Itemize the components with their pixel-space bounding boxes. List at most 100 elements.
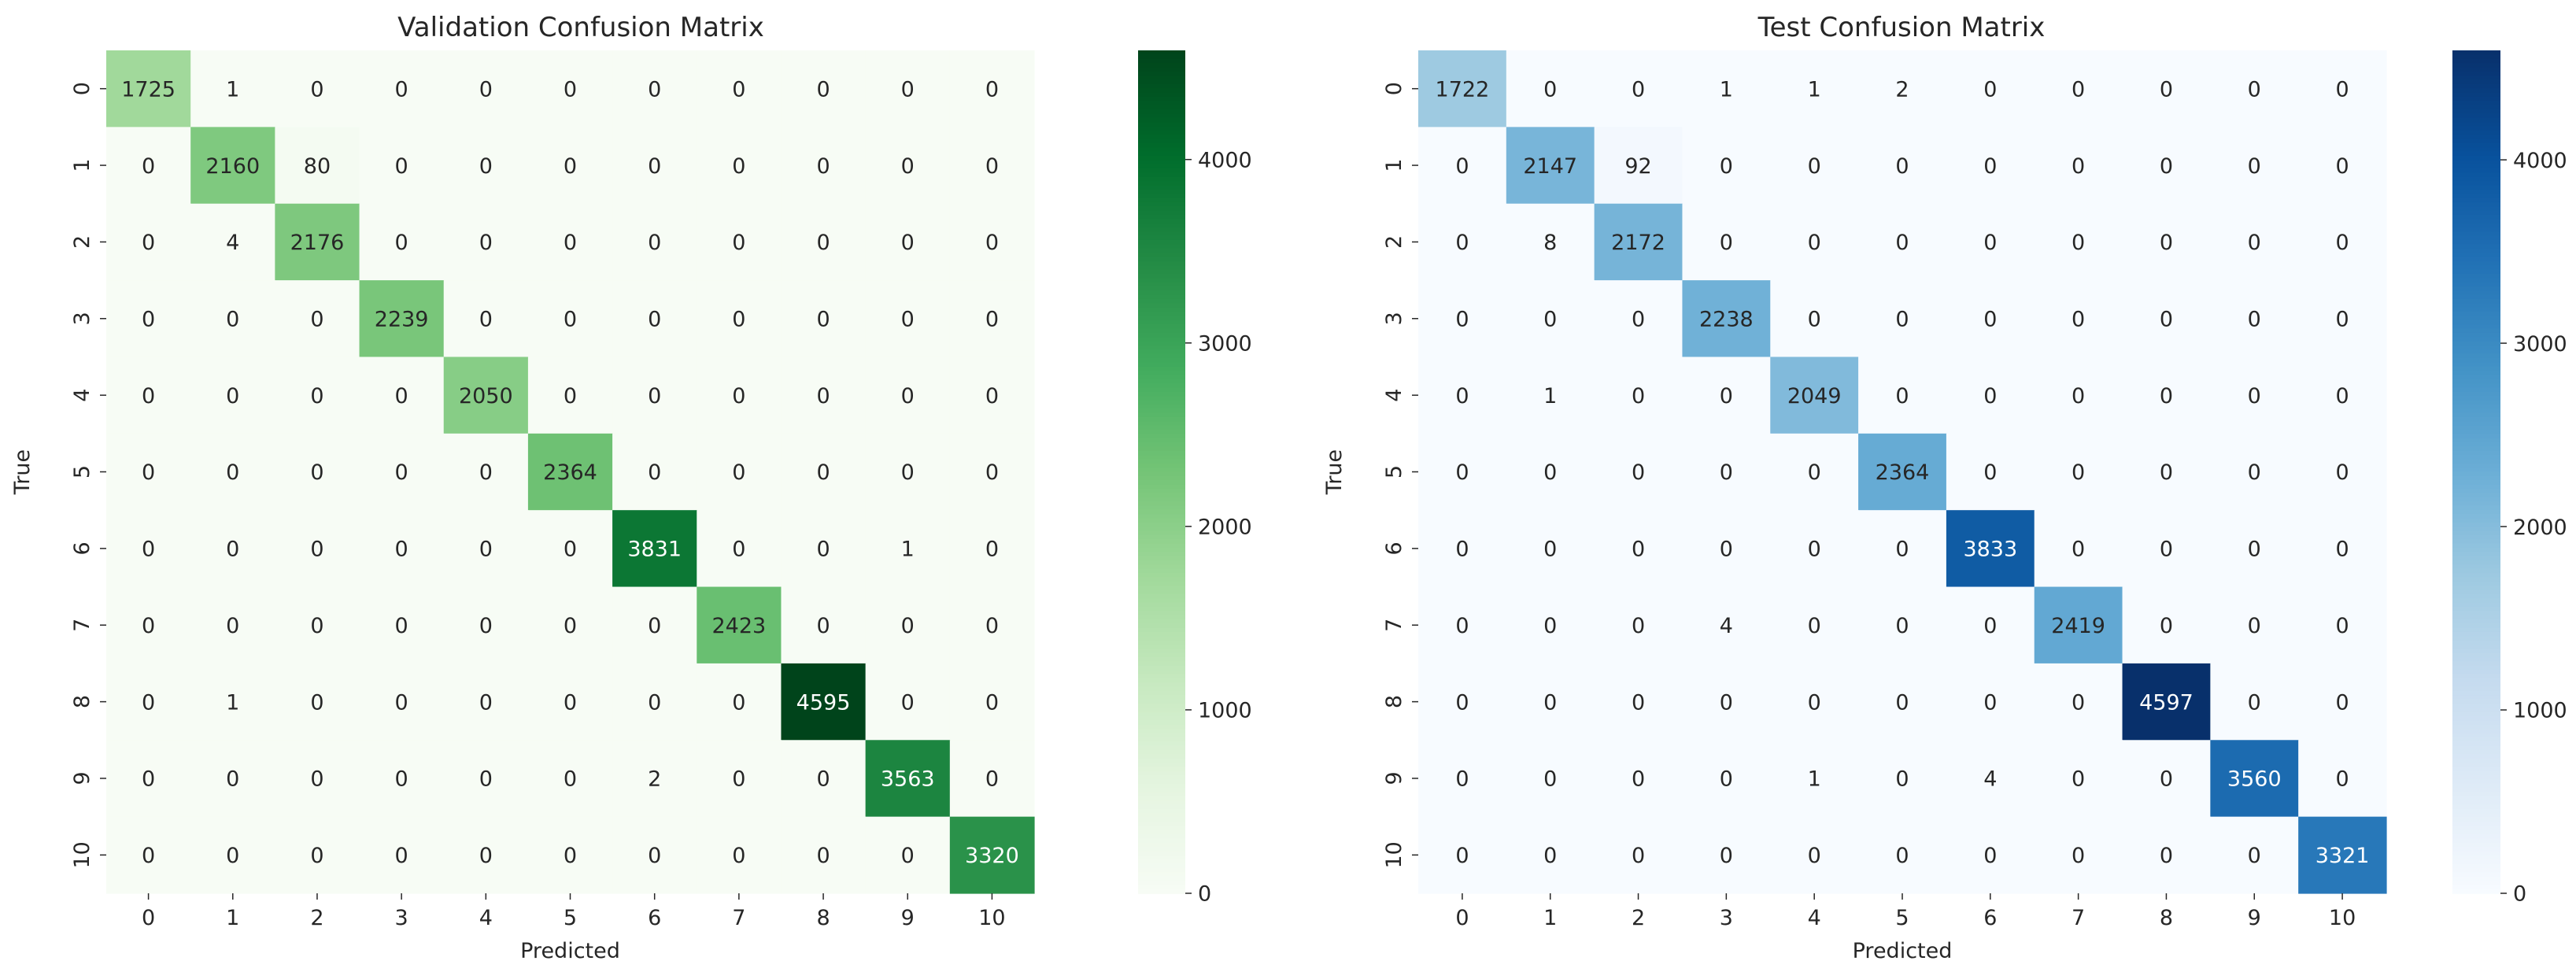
- cell-value-label: 0: [985, 307, 999, 331]
- cell-value-label: 1: [226, 77, 239, 102]
- cell-value-label: 0: [142, 767, 155, 792]
- colorbar-segment: [2452, 366, 2500, 371]
- heatmap-cell: [1858, 740, 1947, 818]
- colorbar-segment: [2452, 775, 2500, 781]
- colorbar-segment: [2452, 341, 2500, 346]
- heatmap-cell: [106, 50, 191, 128]
- cell-value-label: 0: [1543, 614, 1557, 638]
- cell-value-label: 0: [395, 384, 408, 408]
- colorbar-segment: [1138, 779, 1185, 785]
- colorbar-tick-label: 4000: [2513, 149, 2567, 173]
- cell-value-label: 0: [816, 767, 830, 792]
- heatmap-cell: [106, 663, 191, 741]
- cell-value-label: 0: [985, 614, 999, 638]
- cell-value-label: 0: [142, 690, 155, 715]
- cell-value-label: 0: [816, 307, 830, 331]
- heatmap-cell: [612, 663, 697, 741]
- heatmap-cell: [1770, 357, 1859, 434]
- colorbar-segment: [2452, 96, 2500, 102]
- x-tick-label: 6: [648, 906, 661, 930]
- colorbar-segment: [1138, 235, 1185, 241]
- colorbar-segment: [2452, 876, 2500, 881]
- heatmap-cell: [2298, 357, 2387, 434]
- heatmap-cell: [1506, 433, 1595, 511]
- heatmap-cell: [2034, 740, 2123, 818]
- heatmap-cell: [359, 127, 445, 205]
- heatmap-cell: [527, 816, 613, 894]
- cell-value-label: 0: [395, 538, 408, 562]
- heatmap-cell: [781, 586, 867, 664]
- colorbar-segment: [2452, 455, 2500, 460]
- heatmap-cell: [781, 127, 867, 205]
- cell-value-label: 0: [1983, 384, 1997, 408]
- colorbar-segment: [1138, 139, 1185, 144]
- colorbar-segment: [1138, 480, 1185, 486]
- colorbar-segment: [2452, 142, 2500, 148]
- heatmap-cell: [2034, 586, 2123, 664]
- colorbar-segment: [2452, 611, 2500, 616]
- heatmap-cell: [1506, 203, 1595, 281]
- colorbar-segment: [1138, 438, 1185, 443]
- cell-value-label: 1: [226, 690, 239, 715]
- colorbar-segment: [2452, 577, 2500, 582]
- colorbar-segment: [1138, 425, 1185, 431]
- colorbar-segment: [2452, 505, 2500, 511]
- cell-value-label: 0: [564, 231, 577, 255]
- colorbar-segment: [2452, 320, 2500, 325]
- colorbar-segment: [2452, 652, 2500, 658]
- cell-value-label: 0: [648, 844, 661, 868]
- colorbar-segment: [1138, 767, 1185, 772]
- heatmap-cell: [1770, 510, 1859, 588]
- cell-value-label: 2160: [205, 154, 260, 179]
- cell-value-label: 0: [142, 307, 155, 331]
- colorbar-segment: [2452, 543, 2500, 549]
- heatmap-cell: [1506, 357, 1595, 434]
- cell-value-label: 0: [1632, 538, 1645, 562]
- heatmap-cell: [1418, 586, 1507, 664]
- heatmap-cell: [1858, 510, 1947, 588]
- cell-value-label: 4: [226, 231, 239, 255]
- cell-value-label: 0: [648, 154, 661, 179]
- colorbar-segment: [2452, 253, 2500, 258]
- cell-value-label: 0: [648, 77, 661, 102]
- heatmap-cell: [527, 663, 613, 741]
- cell-value-label: 0: [310, 614, 323, 638]
- colorbar-segment: [1138, 210, 1185, 216]
- heatmap-cell: [1506, 740, 1595, 818]
- colorbar-segment: [2452, 711, 2500, 717]
- cell-value-label: 0: [1720, 767, 1733, 792]
- cell-value-label: 0: [142, 384, 155, 408]
- cell-value-label: 0: [732, 307, 745, 331]
- colorbar-segment: [1138, 867, 1185, 874]
- cell-value-label: 0: [1983, 307, 1997, 331]
- cell-value-label: 2364: [543, 460, 597, 485]
- heatmap-cell: [612, 280, 697, 358]
- colorbar-segment: [2452, 649, 2500, 654]
- colorbar-segment: [2452, 741, 2500, 747]
- heatmap-cell: [1946, 740, 2035, 818]
- cell-value-label: 1: [1543, 384, 1557, 408]
- y-tick-label: 0: [1382, 82, 1406, 95]
- colorbar-segment: [2452, 615, 2500, 620]
- colorbar-segment: [1138, 345, 1185, 351]
- x-tick-label: 9: [2248, 906, 2261, 930]
- heatmap-cell: [1594, 50, 1683, 128]
- cell-value-label: 0: [648, 690, 661, 715]
- heatmap-cell: [2122, 433, 2211, 511]
- heatmap-cell: [1682, 50, 1771, 128]
- colorbar-segment: [1138, 391, 1185, 397]
- colorbar-segment: [2452, 733, 2500, 738]
- colorbar-segment: [1138, 851, 1185, 856]
- colorbar-segment: [2452, 682, 2500, 688]
- cell-value-label: 0: [1632, 767, 1645, 792]
- heatmap-cell: [1946, 586, 2035, 664]
- heatmap-cell: [443, 203, 529, 281]
- cell-value-label: 0: [2160, 154, 2173, 179]
- cell-value-label: 0: [479, 767, 493, 792]
- colorbar-segment: [1138, 96, 1185, 102]
- heatmap-cell: [612, 510, 697, 588]
- colorbar-segment: [1138, 198, 1185, 203]
- colorbar-segment: [1138, 446, 1185, 452]
- heatmap-cell: [697, 357, 782, 434]
